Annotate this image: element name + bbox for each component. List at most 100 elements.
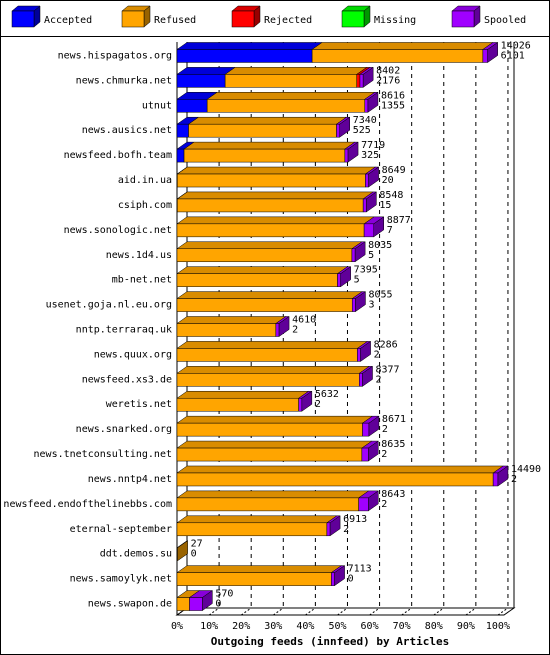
- category-label: mb-net.net: [112, 275, 172, 286]
- category-label: eternal-september: [70, 524, 172, 535]
- bar-side: [347, 141, 359, 163]
- accepted-label: 525: [353, 125, 371, 136]
- bar-segment: [224, 74, 357, 88]
- bar-top: [187, 116, 348, 125]
- bar-segment: [311, 49, 484, 63]
- accepted-label: 2: [381, 499, 387, 510]
- bar-side: [360, 340, 371, 362]
- accepted-label: 2176: [376, 75, 400, 86]
- category-label: news.swapon.de: [88, 599, 172, 610]
- bar-side: [368, 440, 379, 462]
- accepted-label: 7: [387, 225, 393, 236]
- bar-segment: [362, 422, 370, 437]
- total-label: 8548: [379, 190, 403, 201]
- total-label: 7113: [348, 564, 372, 575]
- bar-segment: [364, 99, 369, 113]
- total-label: 7395: [354, 265, 378, 276]
- total-label: 8635: [381, 439, 405, 450]
- bar-segment: [336, 123, 340, 138]
- bar-segment: [183, 148, 346, 163]
- category-label: news.ausics.net: [82, 125, 172, 136]
- accepted-label: 2: [381, 449, 387, 460]
- bar-top: [176, 415, 374, 424]
- category-label: news.nntp4.net: [88, 474, 172, 485]
- bar-top: [176, 515, 338, 524]
- bar-segment: [176, 348, 358, 362]
- bar-segment: [176, 373, 360, 387]
- total-label: 8649: [382, 165, 406, 176]
- bar-top: [176, 465, 504, 474]
- bar-side: [366, 191, 377, 213]
- bar-side: [354, 241, 366, 263]
- bar-segment: [492, 472, 499, 487]
- bar-side: [339, 116, 350, 138]
- accepted-label: 2: [292, 325, 298, 336]
- bar-segment: [176, 397, 299, 412]
- bar-segment: [176, 99, 208, 113]
- bar-segment: [357, 348, 361, 362]
- bar-top: [176, 42, 323, 50]
- total-label: 8402: [376, 65, 400, 76]
- total-label: 8035: [368, 240, 392, 251]
- accepted-label: 325: [361, 150, 379, 161]
- bar-side: [362, 365, 373, 387]
- bar-top: [176, 565, 343, 573]
- bar-segment: [176, 123, 189, 138]
- category-label: news.hispagatos.org: [58, 50, 172, 61]
- bar-side: [373, 216, 384, 238]
- bar-top: [176, 216, 375, 225]
- accepted-label: 3: [368, 300, 374, 311]
- category-label: news.snarked.org: [76, 424, 172, 435]
- total-label: 8671: [382, 414, 406, 425]
- total-label: 7340: [353, 115, 377, 126]
- legend-swatch: [121, 10, 145, 28]
- bar-top: [176, 366, 371, 374]
- category-label: weretis.net: [106, 399, 172, 410]
- bar-top: [176, 341, 369, 349]
- bar-top: [176, 166, 377, 175]
- bar-segment: [176, 49, 313, 63]
- accepted-label: 2: [315, 399, 321, 410]
- total-label: 14490: [511, 464, 541, 475]
- total-label: 5632: [315, 389, 339, 400]
- bar-top: [176, 390, 310, 399]
- total-label: 8055: [368, 290, 392, 301]
- x-tick-label: 100%: [486, 621, 510, 632]
- category-label: aid.in.ua: [118, 175, 172, 186]
- total-label: 4610: [292, 315, 316, 326]
- bar-top: [206, 92, 376, 100]
- category-label: usenet.goja.nl.eu.org: [46, 300, 172, 311]
- bar-top: [176, 440, 373, 449]
- accepted-label: 1355: [381, 100, 405, 111]
- accepted-label: 15: [379, 200, 391, 211]
- bar-segment: [176, 223, 365, 238]
- bar-segment: [359, 74, 364, 88]
- bar-side: [202, 590, 213, 612]
- bar-segment: [176, 248, 353, 263]
- accepted-label: 6101: [501, 50, 525, 61]
- x-tick-label: 20%: [232, 621, 250, 632]
- bar-segment: [344, 148, 349, 163]
- bar-segment: [365, 173, 369, 188]
- bar-segment: [362, 198, 367, 213]
- total-label: 6913: [343, 514, 367, 525]
- bar-segment: [331, 572, 335, 586]
- bar-segment: [482, 49, 488, 63]
- category-label: ddt.demos.su: [100, 549, 172, 560]
- bar-side: [368, 166, 379, 188]
- bar-segment: [177, 198, 364, 213]
- category-label: news.1d4.us: [106, 250, 172, 261]
- total-label: 7719: [361, 140, 385, 151]
- bar-side: [497, 465, 509, 487]
- bar-segment: [176, 497, 359, 512]
- total-label: 8643: [381, 489, 405, 500]
- bar-top: [176, 241, 363, 250]
- x-tick-label: 80%: [425, 621, 443, 632]
- accepted-label: 2: [374, 349, 380, 360]
- bar-segment: [177, 173, 366, 188]
- total-label: 27: [191, 539, 203, 550]
- chart-title: Outgoing feeds (innfeed) by Articles: [211, 635, 449, 648]
- accepted-label: 2: [382, 424, 388, 435]
- bar-top: [176, 291, 364, 299]
- bar-segment: [176, 597, 190, 611]
